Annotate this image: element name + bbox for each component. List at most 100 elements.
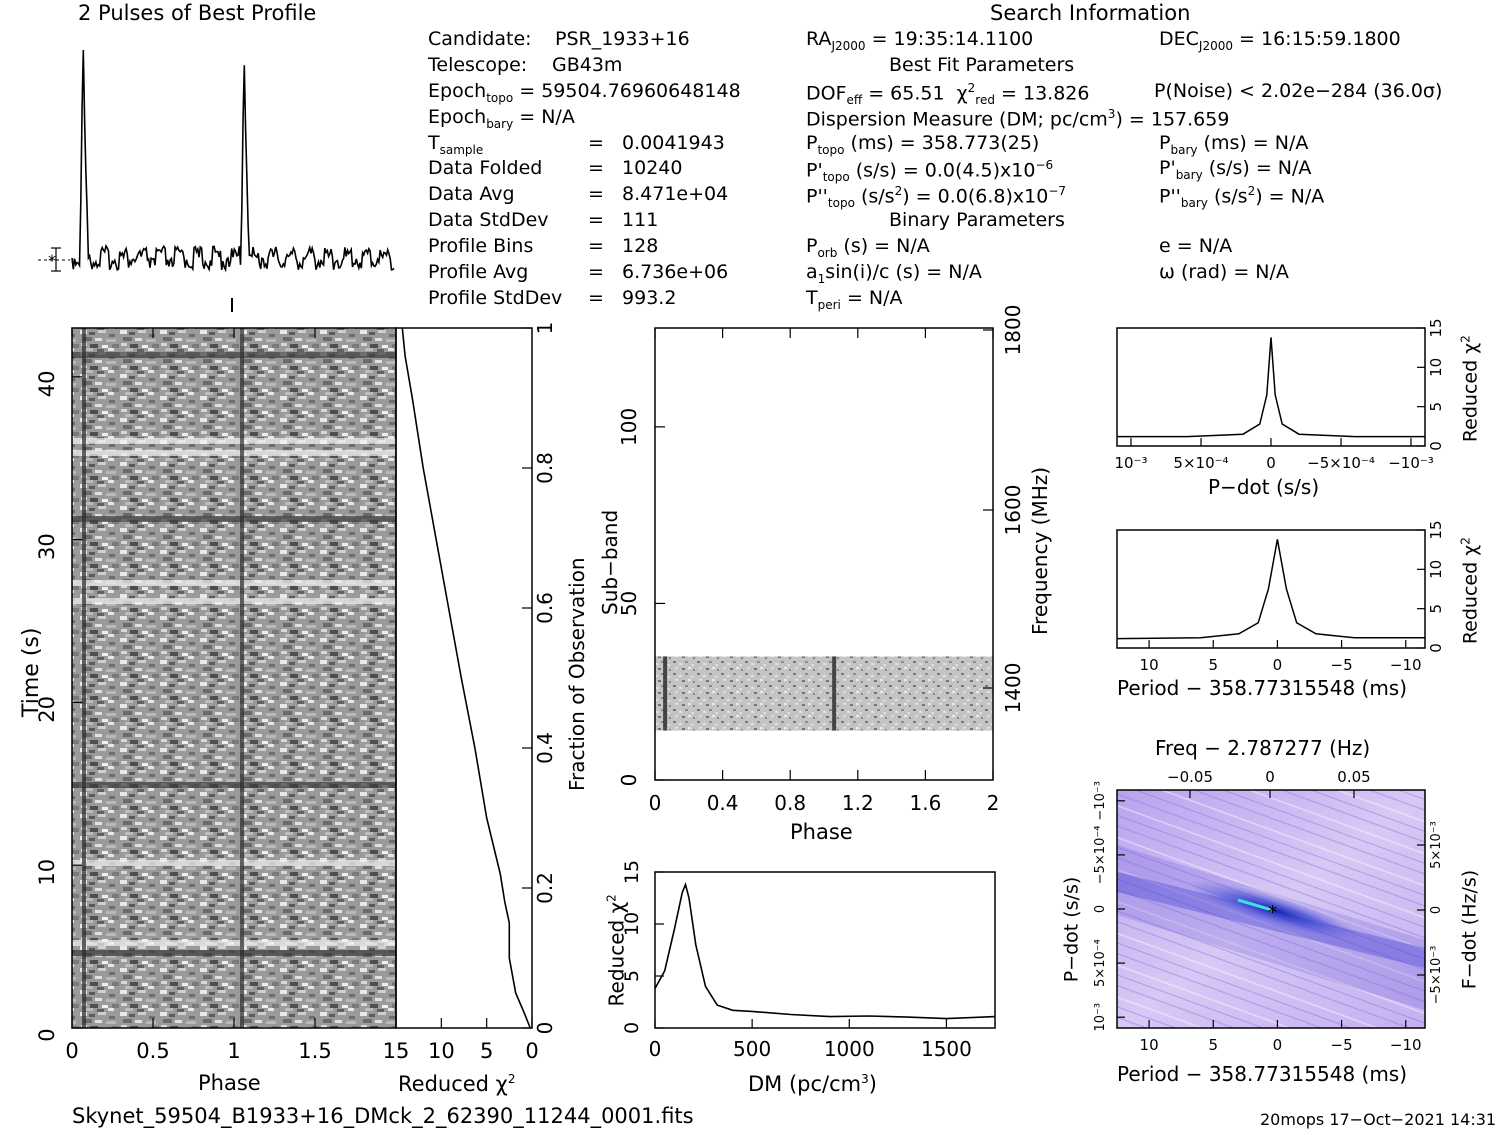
tperi-line: Tperi = N/A	[806, 287, 903, 312]
pdot-xtick-label: −10⁻³	[1388, 454, 1434, 472]
cum-chi-frame	[395, 327, 533, 1029]
pdbary-line: P'bary (s/s) = N/A	[1159, 157, 1312, 182]
omega-line: ω (rad) = N/A	[1159, 261, 1289, 283]
period-xtick-label: 10	[1140, 656, 1159, 674]
ra-line: RAJ2000 = 19:35:14.1100	[806, 28, 1034, 53]
period-ytick-label: 10	[1427, 560, 1445, 579]
subband-xtick-label: 2	[987, 791, 1000, 815]
profile-stddev-label: Profile StdDev	[428, 287, 563, 309]
pdot-xtick-label: 10⁻³	[1114, 454, 1147, 472]
subband-freq-label: 1600	[1001, 485, 1025, 536]
data-folded-label: Data Folded	[428, 157, 543, 179]
period-yticks: 0 5 10 15	[1417, 520, 1445, 653]
ppdot-xtick-label: 0	[1273, 1036, 1283, 1054]
profile-avg-value: = 6.736e+06	[588, 261, 729, 283]
dm-ytick-label: 15	[621, 860, 643, 884]
cum-chi-ytick-label: 0.6	[533, 592, 557, 624]
period-ytick-label: 0	[1427, 643, 1445, 653]
dm-chi-panel: 0 500 1000 1500 0 5 10 15	[621, 860, 996, 1061]
telescope-label: Telescope:	[428, 54, 528, 76]
ptopo-line: Ptopo (ms) = 358.773(25)	[806, 132, 1040, 157]
ppdot-xticks: 10 5 0 −5 −10	[1140, 1020, 1422, 1054]
data-avg-label: Data Avg	[428, 183, 515, 205]
pdot-chi-panel: 10⁻³ 5×10⁻⁴ 0 −5×10⁻⁴ −10⁻³ 0 5 10 15	[1114, 318, 1445, 472]
cum-chi-line	[401, 327, 531, 1029]
pdot-xtick-label: 5×10⁻⁴	[1173, 454, 1228, 472]
pdot-xticks: 10⁻³ 5×10⁻⁴ 0 −5×10⁻⁴ −10⁻³	[1114, 438, 1434, 472]
cum-chi-xtick-label: 10	[428, 1039, 455, 1063]
subband-panel: 0 0.4 0.8 1.2 1.6 2 0 50 100 1400 1600 1800	[617, 305, 1025, 815]
cum-chi-xticks: 15 10 5 0	[383, 1018, 539, 1063]
ppdot-freq-label: 0.05	[1337, 768, 1370, 786]
time-phase-ytick-label: 30	[35, 533, 59, 560]
ppdot-fdot-ticks: −5×10⁻³ 0 5×10⁻³	[1417, 821, 1444, 1004]
dec-line: DECJ2000 = 16:15:59.1800	[1159, 28, 1401, 53]
ppdot-freq-ticks: −0.05 0 0.05	[1167, 768, 1371, 798]
reduced-chi-label-bottom: Reduced χ2	[398, 1072, 516, 1096]
time-phase-ytick-label: 0	[35, 1028, 59, 1041]
binary-title: Binary Parameters	[889, 209, 1065, 231]
period-axis-label-2: Period − 358.77315548 (ms)	[1117, 1062, 1408, 1086]
ppdot-xtick-label: −5	[1331, 1036, 1353, 1054]
ppdot-freq-label: −0.05	[1167, 768, 1213, 786]
time-phase-xticks: 0 0.5 1 1.5	[65, 328, 332, 1063]
time-phase-panel: 0 0.5 1 1.5 0 10 20 30 40	[35, 327, 397, 1063]
cum-chi-yticks: 0 0.2 0.4 0.6 0.8 1	[522, 322, 557, 1034]
ppdot-fdot-label: 5×10⁻³	[1429, 821, 1444, 869]
pdot-axis-label: P−dot (s/s)	[1208, 475, 1320, 499]
phase-axis-label-left: Phase	[198, 1071, 261, 1095]
dm-xtick-label: 0	[649, 1037, 662, 1061]
time-phase-ytick-label: 20	[35, 696, 59, 723]
subband-freq-label: 1400	[1001, 663, 1025, 714]
subband-ytick-label: 0	[617, 774, 641, 787]
subband-image	[655, 656, 993, 731]
cum-chi-xtick-label: 0	[525, 1039, 538, 1063]
dm-chi-frame	[654, 871, 996, 1029]
tsample-label: Tsample	[428, 132, 484, 157]
phase-axis-label-mid: Phase	[790, 820, 853, 844]
time-phase-xtick-label: 0	[65, 1039, 78, 1063]
pbary-line: Pbary (ms) = N/A	[1159, 132, 1309, 157]
telescope-value: GB43m	[552, 54, 623, 76]
period-xtick-label: −5	[1331, 656, 1353, 674]
ppdot-core	[1187, 880, 1361, 940]
time-phase-ytick-label: 40	[35, 370, 59, 397]
pnoise-line: P(Noise) < 2.02e−284 (36.0σ)	[1154, 80, 1443, 102]
data-stddev-value: = 111	[588, 209, 659, 231]
pdot-ytick-label: 5	[1427, 402, 1445, 412]
period-xticks: 10 5 0 −5 −10	[1140, 640, 1422, 674]
time-phase-pulse-1	[82, 328, 86, 1028]
time-phase-yticks: 0 10 20 30 40	[35, 370, 82, 1042]
time-phase-xtick-label: 1.5	[298, 1039, 331, 1063]
pddtopo-line: P''topo (s/s2) = 0.0(6.8)x10−7	[806, 184, 1067, 211]
time-phase-ytick-label: 10	[35, 859, 59, 886]
cum-chi-ytick-label: 0.8	[533, 452, 557, 484]
search-info-title: Search Information	[990, 1, 1191, 25]
best-fit-title: Best Fit Parameters	[889, 54, 1075, 76]
profile-stddev-value: = 993.2	[588, 287, 677, 309]
freq-top-label: Freq − 2.787277 (Hz)	[1155, 736, 1371, 760]
ppdot-xtick-label: 5	[1208, 1036, 1218, 1054]
subband-xtick-label: 0	[649, 791, 662, 815]
ppdot-panel: * 10 5 0 −5 −10 −0.05 0 0.05 10⁻³5×10⁻⁴0−5×10⁻…	[1093, 768, 1444, 1054]
dm-xtick-label: 500	[733, 1037, 771, 1061]
subband-freq-label: 1800	[1001, 305, 1025, 356]
cum-chi-xtick-label: 15	[383, 1039, 410, 1063]
period-chi-frame	[1116, 529, 1426, 649]
subband-xticks: 0 0.4 0.8 1.2 1.6 2	[649, 328, 1000, 815]
cum-chi-ytick-label: 1	[533, 322, 557, 335]
dm-xtick-label: 1500	[921, 1037, 972, 1061]
subband-xtick-label: 0.4	[707, 791, 739, 815]
period-ytick-label: 5	[1427, 604, 1445, 614]
profile-title: 2 Pulses of Best Profile	[78, 1, 317, 25]
cum-chi-panel: 15 10 5 0 0 0.2 0.4 0.6 0.8 1	[383, 322, 557, 1063]
time-phase-pulse-2	[240, 328, 244, 1028]
time-phase-xtick-label: 1	[227, 1039, 240, 1063]
ppdot-cyan-ridge	[1237, 898, 1273, 912]
time-phase-band	[72, 352, 396, 358]
period-axis-label-1: Period − 358.77315548 (ms)	[1117, 676, 1408, 700]
cum-chi-ytick-label: 0.4	[533, 732, 557, 764]
pddbary-line: P''bary (s/s2) = N/A	[1159, 184, 1325, 211]
tsample-value: = 0.0041943	[588, 132, 725, 154]
